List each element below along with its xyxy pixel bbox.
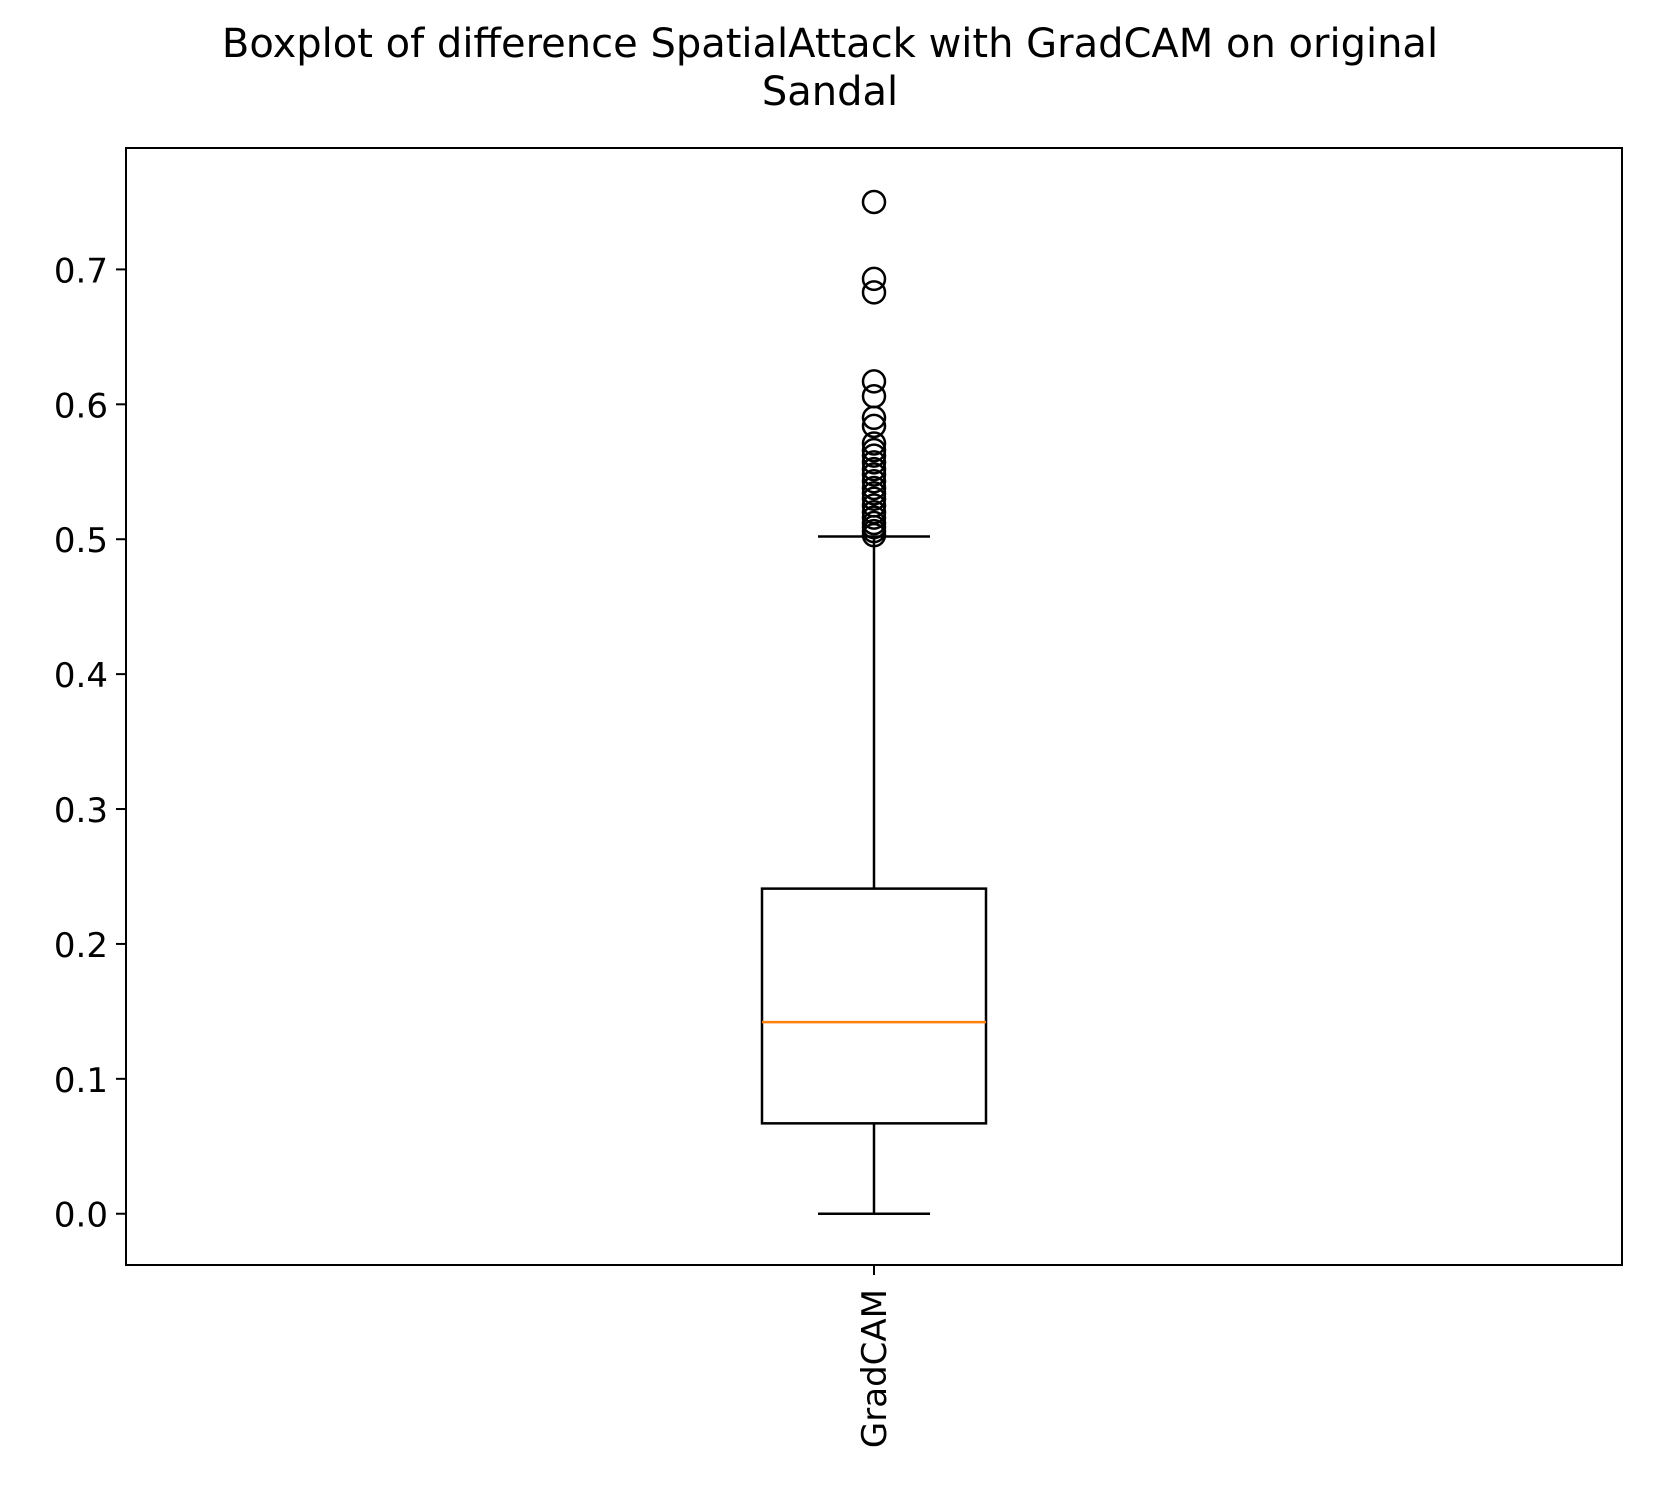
outlier-point bbox=[861, 369, 887, 394]
chart-title-line-1: Boxplot of difference SpatialAttack with… bbox=[221, 21, 1439, 67]
y-tick-label: 0.1 bbox=[54, 1061, 108, 1101]
box-group bbox=[760, 189, 988, 1215]
outlier-point bbox=[861, 481, 887, 506]
outlier-point bbox=[861, 510, 887, 536]
outlier-point bbox=[861, 280, 887, 305]
y-tick-label: 0.0 bbox=[54, 1196, 108, 1236]
outlier-point bbox=[861, 189, 887, 215]
outlier-point bbox=[861, 266, 887, 292]
y-tick-label: 0.3 bbox=[54, 791, 108, 831]
chart-title: Boxplot of difference SpatialAttack with… bbox=[0, 20, 1660, 116]
outlier-point bbox=[861, 383, 887, 409]
outlier-point bbox=[861, 475, 887, 501]
y-tick-label: 0.6 bbox=[54, 386, 108, 426]
outlier-point bbox=[861, 493, 887, 518]
outlier-point bbox=[861, 486, 887, 511]
chart-title-line-2: Sandal bbox=[761, 69, 899, 115]
y-tick-label: 0.4 bbox=[54, 656, 108, 696]
outlier-point bbox=[861, 505, 887, 530]
outlier-point bbox=[861, 431, 887, 456]
x-tick-label: GradCAM bbox=[855, 1289, 895, 1448]
y-tick-label: 0.5 bbox=[54, 521, 108, 561]
outlier-point bbox=[861, 437, 887, 463]
outlier-point bbox=[861, 450, 887, 475]
outlier-point bbox=[861, 456, 887, 482]
iqr-box bbox=[760, 887, 988, 1125]
y-tick-label: 0.7 bbox=[54, 251, 108, 291]
y-axis: 0.0 0.1 0.2 0.3 0.4 0.5 0.6 0.7 bbox=[54, 251, 126, 1236]
outlier-point bbox=[861, 499, 887, 525]
outlier-point bbox=[861, 462, 887, 487]
x-axis: GradCAM bbox=[855, 1265, 895, 1448]
box-series bbox=[760, 189, 988, 1215]
outlier-point bbox=[861, 413, 887, 439]
y-tick-label: 0.2 bbox=[54, 926, 108, 966]
outlier-point bbox=[861, 468, 887, 494]
outlier-point bbox=[861, 443, 887, 468]
